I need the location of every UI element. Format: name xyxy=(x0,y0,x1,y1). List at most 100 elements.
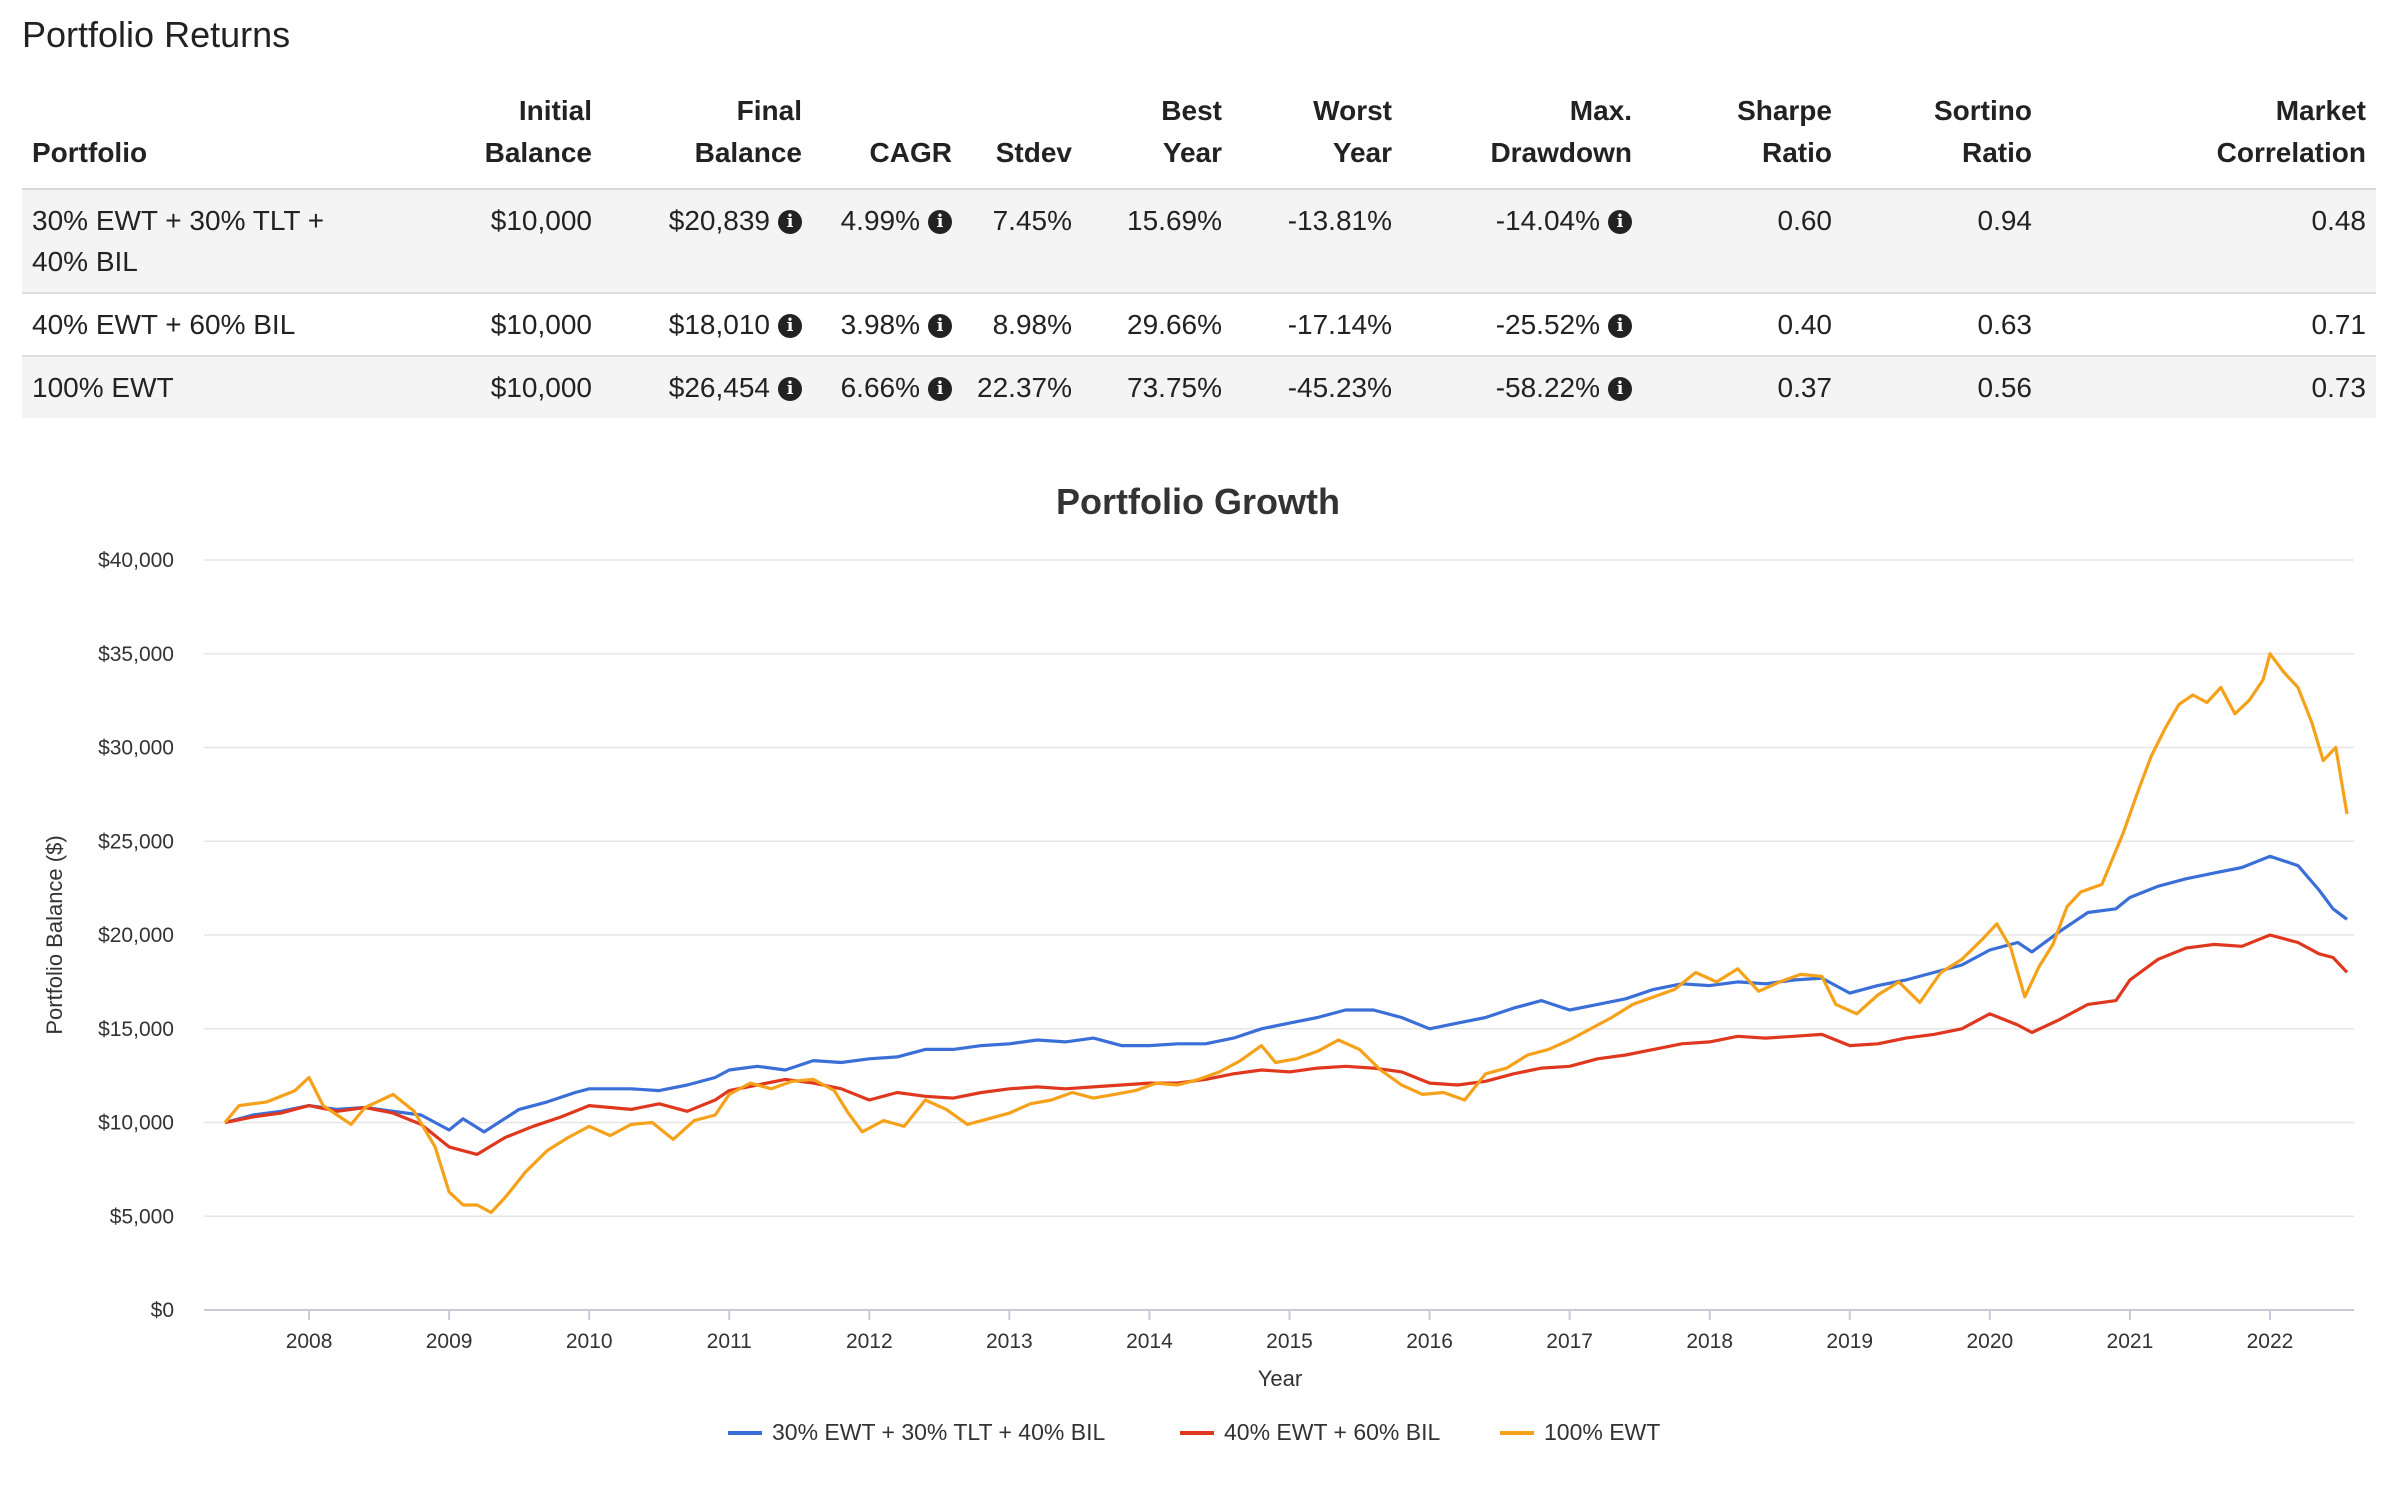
info-icon[interactable]: i xyxy=(1608,314,1632,338)
chart-gridlines xyxy=(204,559,2354,1311)
chart-legend: 30% EWT + 30% TLT + 40% BIL 40% EWT + 60%… xyxy=(728,1419,1660,1445)
col-header-worst-year[interactable]: Worst Year xyxy=(1232,84,1402,190)
info-icon[interactable]: i xyxy=(928,314,952,338)
x-tick-label: 2014 xyxy=(1126,1330,1173,1353)
cagr: 4.99% xyxy=(840,205,920,236)
x-tick-label: 2012 xyxy=(846,1330,893,1353)
legend-item[interactable]: 40% EWT + 60% BIL xyxy=(1224,1419,1440,1445)
sortino-ratio: 0.63 xyxy=(1842,293,2042,357)
y-tick-label: $15,000 xyxy=(98,1018,174,1041)
worst-year: -17.14% xyxy=(1232,293,1402,357)
final-balance: $20,839 xyxy=(668,205,770,236)
max-drawdown: -25.52% xyxy=(1495,309,1600,340)
portfolio-returns-table: Portfolio Initial Balance Final Balance CA… xyxy=(22,84,2376,418)
x-tick-label: 2013 xyxy=(986,1330,1033,1353)
col-header-final-balance[interactable]: Final Balance xyxy=(602,84,812,190)
sortino-ratio: 0.56 xyxy=(1842,356,2042,418)
series-line-3[interactable] xyxy=(223,652,2349,1215)
col-header-portfolio[interactable]: Portfolio xyxy=(22,84,452,190)
info-icon[interactable]: i xyxy=(928,377,952,401)
y-axis-ticks: $0 $5,000 $10,000 $15,000 $20,000 $25,000 $30,… xyxy=(98,549,174,1322)
x-tick-label: 2009 xyxy=(426,1330,473,1353)
best-year: 15.69% xyxy=(1082,189,1232,294)
max-drawdown: -58.22% xyxy=(1495,372,1600,403)
final-balance: $18,010 xyxy=(668,309,770,340)
x-tick-label: 2016 xyxy=(1406,1330,1453,1353)
cagr-cell: 3.98% i xyxy=(812,293,962,357)
max-drawdown-cell: -14.04% i xyxy=(1402,189,1642,294)
max-drawdown: -14.04% xyxy=(1495,205,1600,236)
sharpe-ratio: 0.37 xyxy=(1642,356,1842,418)
table-row: 30% EWT + 30% TLT + 40% BIL $10,000 $20,… xyxy=(22,189,2376,294)
col-header-market-correlation[interactable]: Market Correlation xyxy=(2042,84,2376,190)
x-tick-label: 2015 xyxy=(1266,1330,1313,1353)
legend-item[interactable]: 100% EWT xyxy=(1544,1419,1660,1445)
final-balance: $26,454 xyxy=(668,372,770,403)
initial-balance: $10,000 xyxy=(452,189,602,294)
y-tick-label: $35,000 xyxy=(98,643,174,666)
worst-year: -45.23% xyxy=(1232,356,1402,418)
y-tick-label: $10,000 xyxy=(98,1112,174,1135)
col-header-cagr[interactable]: CAGR xyxy=(812,84,962,190)
x-tick-label: 2022 xyxy=(2247,1330,2294,1353)
y-tick-label: $20,000 xyxy=(98,924,174,947)
stdev: 8.98% xyxy=(962,293,1082,357)
col-header-max-drawdown[interactable]: Max. Drawdown xyxy=(1402,84,1642,190)
series-line-2[interactable] xyxy=(224,933,2349,1156)
info-icon[interactable]: i xyxy=(928,210,952,234)
col-header-best-year[interactable]: Best Year xyxy=(1082,84,1232,190)
info-icon[interactable]: i xyxy=(778,314,802,338)
x-tick-label: 2017 xyxy=(1546,1330,1593,1353)
series-line-1[interactable] xyxy=(224,854,2348,1134)
y-tick-label: $0 xyxy=(151,1299,174,1322)
y-tick-label: $30,000 xyxy=(98,737,174,760)
market-correlation: 0.73 xyxy=(2042,356,2376,418)
section-title: Portfolio Returns xyxy=(22,14,291,55)
portfolio-growth-chart: Portfolio Growth $0 $5,000 $10,000 $15,000 $… xyxy=(0,450,2398,1488)
cagr: 6.66% xyxy=(840,372,920,403)
y-tick-label: $25,000 xyxy=(98,830,174,853)
cagr-cell: 4.99% i xyxy=(812,189,962,294)
chart-title: Portfolio Growth xyxy=(1056,481,1340,522)
col-header-initial-balance[interactable]: Initial Balance xyxy=(452,84,602,190)
y-axis-label: Portfolio Balance ($) xyxy=(42,835,67,1034)
sharpe-ratio: 0.60 xyxy=(1642,189,1842,294)
initial-balance: $10,000 xyxy=(452,356,602,418)
info-icon[interactable]: i xyxy=(778,210,802,234)
x-tick-label: 2019 xyxy=(1826,1330,1873,1353)
table-row: 40% EWT + 60% BIL $10,000 $18,010 i 3.98%… xyxy=(22,293,2376,357)
y-tick-label: $5,000 xyxy=(110,1205,174,1228)
col-header-sortino-ratio[interactable]: Sortino Ratio xyxy=(1842,84,2042,190)
x-tick-label: 2010 xyxy=(566,1330,613,1353)
stdev: 22.37% xyxy=(962,356,1082,418)
initial-balance: $10,000 xyxy=(452,293,602,357)
cagr-cell: 6.66% i xyxy=(812,356,962,418)
col-header-stdev[interactable]: Stdev xyxy=(962,84,1082,190)
chart-series xyxy=(223,652,2349,1215)
info-icon[interactable]: i xyxy=(1608,377,1632,401)
table-row: 100% EWT $10,000 $26,454 i 6.66% i 22.37% … xyxy=(22,356,2376,418)
sharpe-ratio: 0.40 xyxy=(1642,293,1842,357)
max-drawdown-cell: -58.22% i xyxy=(1402,356,1642,418)
y-tick-label: $40,000 xyxy=(98,549,174,572)
worst-year: -13.81% xyxy=(1232,189,1402,294)
market-correlation: 0.48 xyxy=(2042,189,2376,294)
col-header-sharpe-ratio[interactable]: Sharpe Ratio xyxy=(1642,84,1842,190)
market-correlation: 0.71 xyxy=(2042,293,2376,357)
table-header-row: Portfolio Initial Balance Final Balance CA… xyxy=(22,84,2376,190)
stdev: 7.45% xyxy=(962,189,1082,294)
x-tick-label: 2018 xyxy=(1686,1330,1733,1353)
x-tick-label: 2008 xyxy=(286,1330,333,1353)
x-tick-label: 2011 xyxy=(707,1330,752,1353)
x-tick-label: 2021 xyxy=(2107,1330,2154,1353)
portfolio-name: 30% EWT + 30% TLT + 40% BIL xyxy=(22,189,452,294)
max-drawdown-cell: -25.52% i xyxy=(1402,293,1642,357)
info-icon[interactable]: i xyxy=(1608,210,1632,234)
best-year: 73.75% xyxy=(1082,356,1232,418)
x-tick-label: 2020 xyxy=(1966,1330,2013,1353)
best-year: 29.66% xyxy=(1082,293,1232,357)
final-balance-cell: $26,454 i xyxy=(602,356,812,418)
x-axis: 2008 2009 2010 2011 2012 2013 2014 2015 2016 2017… xyxy=(286,1310,2294,1353)
legend-item[interactable]: 30% EWT + 30% TLT + 40% BIL xyxy=(772,1419,1105,1445)
info-icon[interactable]: i xyxy=(778,377,802,401)
